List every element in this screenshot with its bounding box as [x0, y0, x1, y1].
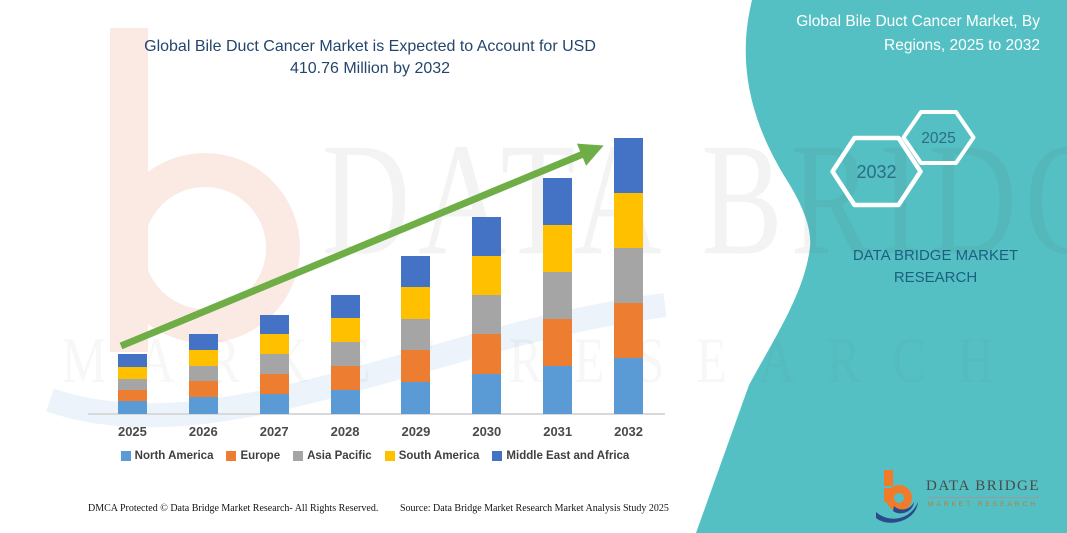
brand-text-line2: RESEARCH [893, 269, 978, 286]
legend-swatch-icon [120, 451, 131, 461]
brand-text: DATA BRIDGE MARKET RESEARCH [818, 245, 1053, 289]
legend-item-middle-east-and-africa: Middle East and Africa [492, 450, 629, 462]
x-axis-label-2027: 2027 [259, 424, 289, 439]
hexagon-2032-label: 2032 [856, 162, 896, 182]
bar-segment-middle-east-and-africa [188, 333, 218, 350]
legend: North America Europe Asia Pacific South Ame… [80, 450, 670, 462]
bar-segment-europe [330, 365, 360, 390]
bar-segment-north-america [117, 401, 147, 414]
side-panel-title-line2: Regions, 2025 to 2032 [884, 37, 1040, 54]
x-axis-label-2032: 2032 [614, 424, 644, 439]
side-panel-title-line1: Global Bile Duct Cancer Market, By [796, 13, 1040, 30]
bar-segment-north-america [330, 389, 360, 414]
legend-item-asia-pacific: Asia Pacific [293, 450, 372, 462]
bar-segment-asia-pacific [614, 248, 644, 304]
hexagon-2025-label: 2025 [921, 130, 955, 147]
legend-item-north-america: North America [120, 450, 214, 462]
bar-segment-asia-pacific [543, 272, 573, 320]
legend-label: South America [398, 450, 480, 462]
hexagon-2032-icon [830, 135, 923, 208]
bar-segment-north-america [472, 373, 502, 414]
bar-segment-europe [188, 381, 218, 398]
logo-b-bowl [886, 485, 912, 511]
chart-title: Global Bile Duct Cancer Market is Expect… [105, 36, 635, 80]
bar-segment-north-america [614, 358, 644, 414]
x-axis-label-2030: 2030 [472, 424, 502, 439]
x-axis-line [88, 413, 665, 415]
bar-segment-asia-pacific [330, 342, 360, 366]
bar-segment-asia-pacific [472, 295, 502, 335]
x-axis-label-2028: 2028 [330, 424, 360, 439]
bar-segment-north-america [259, 394, 289, 414]
bar-segment-south-america [401, 287, 431, 319]
watermark-b-bowl [110, 153, 300, 343]
teal-panel-shape [696, 0, 1067, 533]
bar-segment-middle-east-and-africa [472, 216, 502, 256]
legend-swatch-icon [492, 451, 503, 461]
bar-segment-middle-east-and-africa [614, 137, 644, 194]
bar-segment-south-america [117, 367, 147, 379]
bar-segment-north-america [543, 366, 573, 414]
logo-tagline: MARKET RESEARCH [928, 501, 1038, 508]
logo-swoosh-icon [876, 502, 918, 523]
trend-arrow-head-icon [576, 143, 604, 166]
bar-segment-middle-east-and-africa [401, 255, 431, 288]
legend-swatch-icon [293, 451, 304, 461]
chart-title-line1: Global Bile Duct Cancer Market is Expect… [144, 38, 596, 55]
legend-label: North America [134, 450, 214, 462]
bar-segment-middle-east-and-africa [117, 354, 147, 368]
legend-label: Asia Pacific [307, 450, 372, 462]
x-axis-label-2029: 2029 [401, 424, 431, 439]
trend-arrow-shaft [119, 148, 590, 350]
bar-segment-middle-east-and-africa [543, 177, 573, 225]
bar-segment-middle-east-and-africa [259, 314, 289, 335]
bar-segment-europe [259, 373, 289, 395]
bar-segment-south-america [259, 334, 289, 355]
data-bridge-logo-mark-icon [876, 470, 918, 523]
x-axis-label-2026: 2026 [188, 424, 218, 439]
bar-segment-europe [401, 350, 431, 382]
logo-divider [927, 497, 1039, 498]
legend-swatch-icon [226, 451, 237, 461]
bar-segment-south-america [330, 318, 360, 343]
bar-segment-south-america [472, 255, 502, 296]
bar-segment-north-america [188, 397, 218, 414]
chart-title-line2: 410.76 Million by 2032 [289, 60, 451, 77]
bar-segment-asia-pacific [259, 354, 289, 374]
bar-segment-middle-east-and-africa [330, 294, 360, 319]
hexagon-2025-icon [901, 110, 976, 165]
side-panel-title: Global Bile Duct Cancer Market, By Regio… [728, 10, 1040, 58]
legend-label: Middle East and Africa [506, 450, 630, 462]
brand-text-line1: DATA BRIDGE MARKET [852, 247, 1019, 264]
legend-label: Europe [240, 450, 281, 462]
footer-dmca: DMCA Protected © Data Bridge Market Rese… [88, 503, 379, 514]
legend-swatch-icon [384, 451, 395, 461]
bar-segment-north-america [401, 381, 431, 414]
bar-segment-europe [543, 319, 573, 367]
legend-item-europe: Europe [226, 450, 280, 462]
data-bridge-logo: DATA BRIDGE MARKET RESEARCH [872, 466, 1062, 524]
logo-name: DATA BRIDGE [926, 478, 1041, 494]
x-axis-label-2025: 2025 [117, 424, 147, 439]
bar-segment-europe [472, 334, 502, 374]
bar-segment-europe [117, 389, 147, 402]
legend-item-south-america: South America [384, 450, 480, 462]
logo-swoosh-inner [893, 502, 914, 514]
bar-segment-south-america [188, 349, 218, 366]
logo-b-stem-top [884, 470, 893, 486]
bar-segment-asia-pacific [117, 378, 147, 390]
x-axis-label-2031: 2031 [543, 424, 573, 439]
footer-source: Source: Data Bridge Market Research Mark… [400, 503, 669, 514]
bar-segment-europe [614, 303, 644, 359]
bar-segment-south-america [543, 224, 573, 273]
bar-segment-asia-pacific [188, 365, 218, 382]
bar-segment-asia-pacific [401, 318, 431, 351]
bar-segment-south-america [614, 193, 644, 249]
